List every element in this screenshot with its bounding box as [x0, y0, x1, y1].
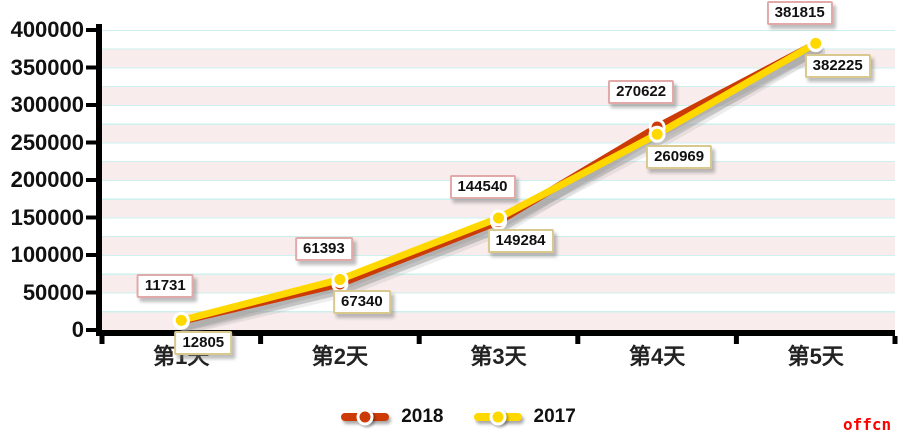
- y-tick-label: 0: [71, 317, 84, 342]
- data-label-2018: 11731: [136, 274, 194, 299]
- y-tick: [86, 140, 96, 145]
- legend-item-2018: 2018: [341, 406, 444, 428]
- y-tick: [86, 65, 96, 70]
- legend-item-2017: 2017: [473, 406, 576, 428]
- marker-2017: [810, 37, 822, 49]
- data-label-2018: 61393: [295, 236, 353, 261]
- x-tick-label: 第3天: [470, 344, 527, 369]
- marker-2017: [493, 212, 504, 224]
- x-tick: [99, 336, 105, 344]
- legend-dot-swatch: [489, 408, 506, 426]
- data-label-2017: 260969: [646, 145, 713, 170]
- legend-marker-icon: [473, 408, 522, 426]
- y-tick-label: 200000: [10, 167, 84, 192]
- x-axis: [96, 330, 895, 336]
- legend-marker-icon: [341, 408, 390, 426]
- y-tick-label: 250000: [10, 129, 84, 155]
- axes: [86, 24, 898, 344]
- data-label-2018: 270622: [608, 80, 675, 105]
- y-tick-label: 150000: [10, 204, 84, 230]
- legend-label: 2018: [401, 406, 444, 427]
- y-tick: [86, 253, 96, 257]
- data-label-2018: 144540: [449, 174, 516, 199]
- data-label-2017: 382225: [804, 54, 871, 79]
- x-tick: [733, 336, 739, 344]
- data-label-2017: 67340: [333, 290, 391, 315]
- y-tick: [86, 290, 96, 295]
- x-tick: [575, 336, 581, 344]
- legend: 2018 2017: [0, 406, 917, 428]
- marker-2017: [334, 273, 346, 285]
- y-tick-label: 300000: [10, 92, 84, 117]
- data-label-2017: 12805: [174, 331, 233, 356]
- x-tick: [892, 336, 898, 344]
- x-tick-label: 第5天: [787, 344, 844, 369]
- marker-2017: [651, 128, 663, 140]
- y-tick-label: 100000: [10, 242, 84, 267]
- y-axis: [96, 24, 102, 336]
- watermark: offcn: [843, 415, 892, 434]
- x-tick: [258, 336, 264, 344]
- y-tick: [86, 328, 96, 332]
- x-tick: [416, 336, 422, 344]
- marker-2017: [175, 314, 187, 326]
- legend-dot-swatch: [356, 408, 374, 426]
- y-tick-label: 350000: [10, 54, 84, 80]
- x-tick-label: 第4天: [628, 344, 686, 369]
- y-tick: [86, 215, 96, 220]
- data-label-2018: 381815: [766, 1, 833, 25]
- legend-label: 2017: [533, 406, 576, 427]
- y-tick: [86, 178, 96, 182]
- series-layer: [172, 34, 826, 335]
- y-tick: [86, 28, 96, 32]
- data-label-2017: 149284: [487, 229, 554, 254]
- x-tick-label: 第2天: [311, 344, 369, 369]
- y-tick: [86, 103, 96, 107]
- y-tick-label: 400000: [10, 17, 84, 42]
- y-tick-label: 50000: [22, 279, 84, 305]
